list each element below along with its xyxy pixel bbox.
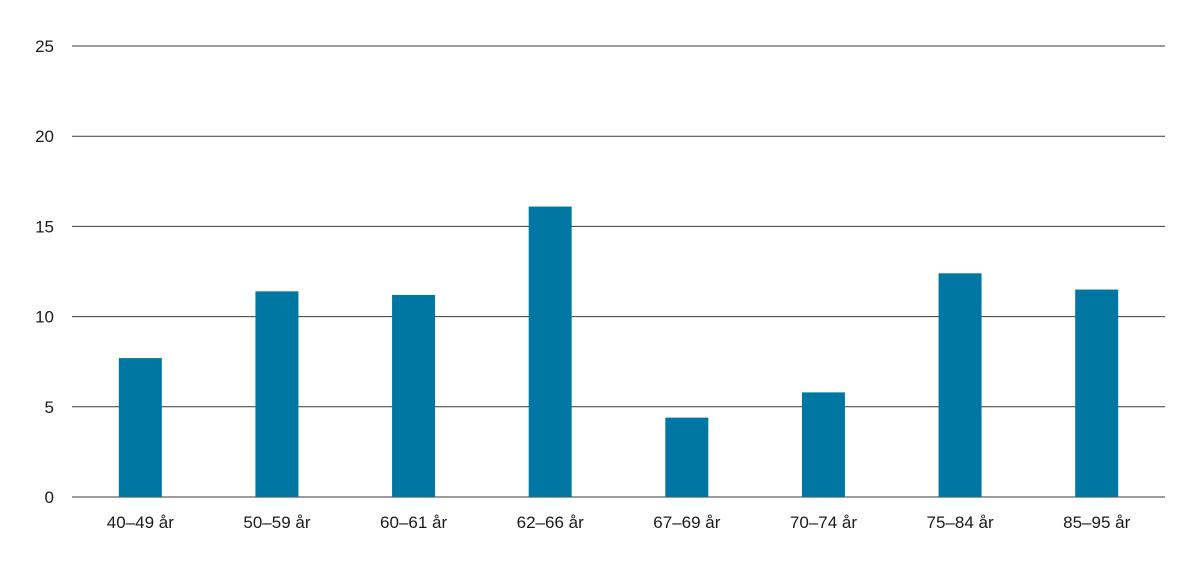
y-tick-label: 10 [35, 308, 54, 327]
x-tick-label: 75–84 år [927, 513, 994, 532]
x-tick-label: 50–59 år [243, 513, 310, 532]
bar [392, 294, 436, 497]
x-tick-label: 70–74 år [790, 513, 857, 532]
y-axis-tick-labels: 0 5 10 15 20 25 [35, 37, 54, 507]
y-tick-label: 25 [35, 37, 54, 56]
x-tick-label: 60–61 år [380, 513, 447, 532]
y-tick-label: 20 [35, 127, 54, 146]
bar [938, 273, 982, 497]
bar [801, 392, 845, 497]
x-tick-label: 85–95 år [1063, 513, 1130, 532]
bar [255, 291, 299, 497]
bar [528, 206, 572, 497]
bar [665, 417, 709, 497]
y-tick-label: 15 [35, 217, 54, 236]
bar [1075, 289, 1119, 497]
x-axis-tick-labels: 40–49 år 50–59 år 60–61 år 62–66 år 67–69 år… [107, 513, 1131, 532]
y-tick-label: 5 [45, 398, 54, 417]
x-tick-label: 40–49 år [107, 513, 174, 532]
y-tick-label: 0 [45, 488, 54, 507]
bar [118, 358, 162, 497]
x-tick-label: 67–69 år [653, 513, 720, 532]
x-tick-label: 62–66 år [517, 513, 584, 532]
bars [118, 206, 1119, 497]
gridlines [72, 45, 1165, 498]
